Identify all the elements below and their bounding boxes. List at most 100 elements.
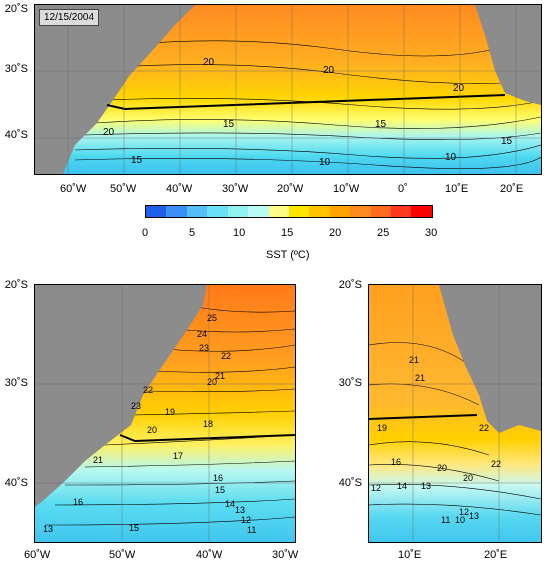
contour-label: 16: [391, 457, 401, 467]
contour-label: 13: [235, 505, 245, 515]
y-tick-label: 40˚S: [4, 129, 28, 141]
contour-label: 20: [463, 473, 473, 483]
contour-label: 18: [203, 419, 213, 429]
contour-label: 22: [221, 351, 231, 361]
x-tick-label: 50˚W: [109, 549, 136, 561]
bottom-right-transect-line: [369, 414, 478, 420]
contour-label: 15: [501, 136, 513, 147]
contour-label: 23: [131, 401, 141, 411]
contour-label: 20: [323, 65, 335, 76]
south-america-land: [35, 285, 207, 507]
y-tick-label: 20˚S: [4, 279, 28, 291]
bottom-left-transect-line: [119, 434, 295, 443]
contour-label: 12: [459, 507, 469, 517]
contour-label: 16: [73, 497, 83, 507]
contour-label: 13: [469, 511, 479, 521]
y-tick-label: 20˚S: [4, 3, 28, 15]
colorbar-tick: 10: [233, 227, 246, 239]
contour-label: 14: [225, 499, 235, 509]
colorbar-label: SST (ºC): [266, 249, 310, 261]
y-tick-label: 40˚S: [4, 477, 28, 489]
x-tick-label: 30˚W: [272, 549, 299, 561]
contour-label: 20: [147, 425, 157, 435]
contour-label: 22: [491, 459, 501, 469]
colorbar-tick: 25: [377, 227, 390, 239]
x-tick-label: 0˚: [398, 183, 408, 195]
x-tick-label: 20˚E: [484, 549, 508, 561]
contour-label: 15: [215, 485, 225, 495]
x-tick-label: 40˚W: [166, 183, 193, 195]
contour-label: 10: [455, 515, 465, 525]
contour-label: 12: [371, 483, 381, 493]
south-america-land: [35, 5, 195, 174]
contour-label: 20: [437, 463, 447, 473]
y-tick-label: 30˚S: [4, 63, 28, 75]
contour-label: 15: [129, 523, 139, 533]
sst-colorbar: [145, 205, 433, 218]
contour-label: 14: [397, 481, 407, 491]
date-label: 12/15/2004: [39, 9, 100, 26]
colorbar-tick: 30: [425, 227, 438, 239]
colorbar-tick: 0: [142, 227, 149, 239]
top-map-panel: 20 20 20 15 15 10 10 15 15 20 12/15/2004: [34, 4, 542, 175]
contour-label: 24: [197, 329, 207, 339]
contour-label: 22: [143, 385, 153, 395]
x-tick-label: 10˚W: [333, 183, 360, 195]
colorbar-tick: 5: [189, 227, 196, 239]
bottom-left-map-panel: 25 24 23 22 21 20 19 18 17 16 15 14 13 1…: [34, 284, 296, 543]
bottom-right-grid: [369, 285, 541, 542]
colorbar-tick: 20: [329, 227, 342, 239]
x-tick-label: 60˚W: [24, 549, 51, 561]
contour-label: 19: [377, 423, 387, 433]
colorbar-tick: 15: [281, 227, 294, 239]
contour-label: 12: [241, 515, 251, 525]
y-tick-label: 40˚S: [338, 477, 362, 489]
contour-label: 13: [421, 481, 431, 491]
x-tick-label: 40˚W: [196, 549, 223, 561]
y-tick-label: 30˚S: [338, 377, 362, 389]
bottom-right-contour-labels: 21 21 19 22 20 16 14 13 12 11 10 12 13 2…: [371, 355, 501, 525]
contour-label: 22: [479, 423, 489, 433]
contour-label: 15: [131, 155, 143, 166]
bottom-left-map: 25 24 23 22 21 20 19 18 17 16 15 14 13 1…: [35, 285, 295, 542]
contour-label: 21: [409, 355, 419, 365]
contour-label: 11: [441, 515, 450, 525]
x-tick-label: 60˚W: [60, 183, 87, 195]
contour-label: 19: [165, 407, 175, 417]
contour-label: 21: [215, 371, 225, 381]
x-tick-label: 50˚W: [110, 183, 137, 195]
bottom-left-grid: [35, 285, 295, 542]
contour-label: 23: [199, 343, 209, 353]
contour-label: 17: [173, 451, 183, 461]
x-tick-label: 10˚E: [398, 549, 422, 561]
bottom-left-contour-labels: 25 24 23 22 21 20 19 18 17 16 15 14 13 1…: [43, 313, 256, 535]
contour-label: 20: [203, 57, 215, 68]
contour-label: 16: [213, 473, 223, 483]
x-tick-label: 30˚W: [222, 183, 249, 195]
top-contour-labels: 20 20 20 15 15 10 10 15 15 20: [103, 57, 513, 168]
contour-label: 13: [43, 524, 53, 534]
top-grid: [35, 5, 541, 174]
x-tick-label: 20˚E: [500, 183, 524, 195]
bottom-right-map: 21 21 19 22 20 16 14 13 12 11 10 12 13 2…: [369, 285, 541, 542]
contour-label: 15: [223, 119, 235, 130]
africa-land: [475, 5, 541, 105]
contour-label: 20: [453, 83, 465, 94]
contour-label: 21: [415, 373, 425, 383]
contour-label: 21: [93, 455, 103, 465]
africa-land: [439, 285, 541, 433]
top-transect-line: [106, 94, 506, 111]
x-tick-label: 10˚E: [445, 183, 469, 195]
contour-label: 15: [375, 119, 387, 130]
contour-label: 10: [445, 152, 457, 163]
y-tick-label: 20˚S: [338, 279, 362, 291]
bottom-right-map-panel: 21 21 19 22 20 16 14 13 12 11 10 12 13 2…: [368, 284, 542, 543]
top-map: 20 20 20 15 15 10 10 15 15 20: [35, 5, 541, 174]
contour-label: 20: [103, 127, 115, 138]
contour-label: 25: [207, 313, 217, 323]
contour-label: 10: [319, 157, 331, 168]
contour-label: 20: [207, 377, 217, 387]
x-tick-label: 20˚W: [277, 183, 304, 195]
contour-label: 11: [247, 525, 256, 535]
y-tick-label: 30˚S: [4, 377, 28, 389]
